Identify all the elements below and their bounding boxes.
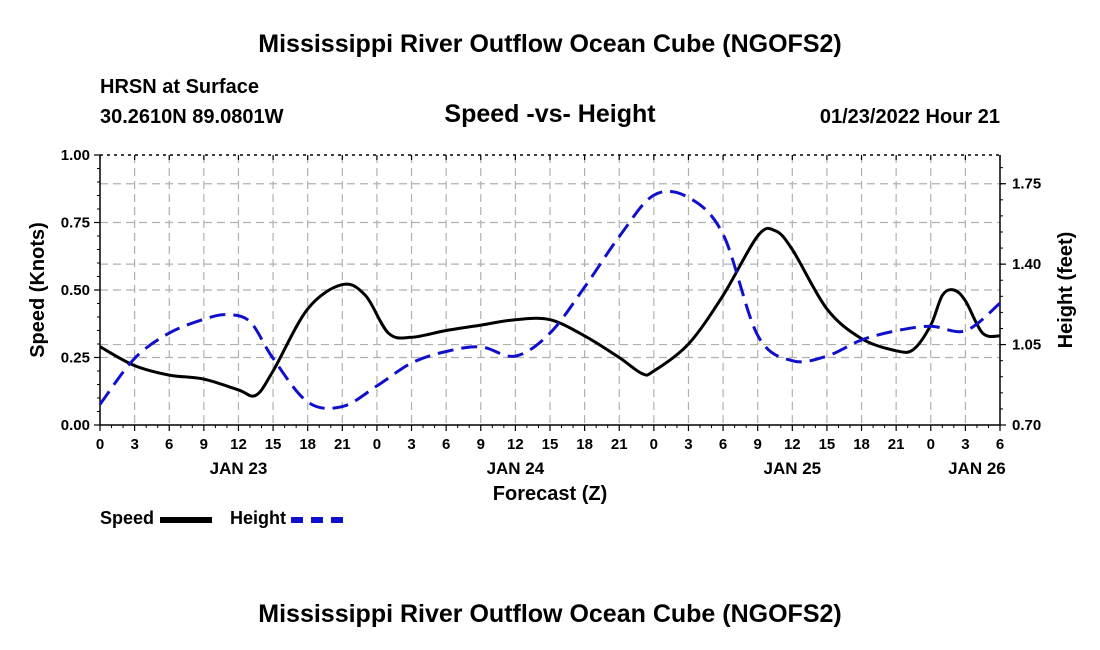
x-tick-label: 21 [334, 436, 351, 453]
x-tick-label: 18 [576, 436, 593, 453]
station-label: HRSN at Surface [100, 76, 259, 98]
x-tick-label: 0 [96, 436, 104, 453]
x-tick-label: 15 [819, 436, 836, 453]
datetime-label: 01/23/2022 Hour 21 [819, 106, 1000, 128]
day-label: JAN 25 [763, 459, 821, 478]
y-left-tick-label: 0.50 [61, 282, 90, 299]
y-left-tick-label: 0.75 [61, 215, 90, 232]
y-left-tick-label: 0.25 [61, 350, 90, 367]
chart-title: Mississippi River Outflow Ocean Cube (NG… [258, 30, 842, 58]
x-tick-label: 6 [996, 436, 1004, 453]
legend-height-label: Height [230, 508, 286, 528]
height-series-line [98, 189, 1001, 410]
x-tick-label: 0 [373, 436, 381, 453]
x-axis-title: Forecast (Z) [493, 483, 607, 505]
x-tick-label: 18 [853, 436, 870, 453]
x-tick-label: 12 [230, 436, 247, 453]
x-tick-label: 3 [130, 436, 138, 453]
x-tick-label: 6 [165, 436, 173, 453]
coordinates-label: 30.2610N 89.0801W [100, 106, 284, 128]
y-right-tick-label: 1.75 [1012, 176, 1041, 193]
x-tick-label: 15 [265, 436, 282, 453]
x-tick-label: 3 [684, 436, 692, 453]
x-tick-label: 9 [477, 436, 485, 453]
chart-canvas: 0 3 6 9 12 15 18 21 0 3 6 9 12 15 18 21 0 3 6 9 12 15 18 21 0 3 6 J… [27, 147, 1077, 505]
y-left-tick-label: 0.00 [61, 417, 90, 434]
x-tick-label: 12 [784, 436, 801, 453]
x-tick-label: 3 [961, 436, 969, 453]
y-right-tick-label: 1.40 [1012, 256, 1041, 273]
y-left-tick-label: 1.00 [61, 147, 90, 164]
footer-title: Mississippi River Outflow Ocean Cube (NG… [258, 600, 842, 628]
day-label: JAN 26 [948, 459, 1006, 478]
x-tick-label: 6 [719, 436, 727, 453]
x-tick-label: 6 [442, 436, 450, 453]
y-right-tick-label: 0.70 [1012, 417, 1041, 434]
y-left-axis-title: Speed (Knots) [27, 222, 49, 358]
y-right-axis-title: Height (feet) [1055, 232, 1077, 349]
x-tick-label: 3 [407, 436, 415, 453]
speed-series-line [99, 226, 1001, 398]
legend-speed-swatch [160, 517, 212, 523]
x-tick-label: 12 [507, 436, 524, 453]
x-tick-label: 0 [927, 436, 935, 453]
legend-height-swatch [291, 517, 343, 523]
chart-subtitle: Speed -vs- Height [444, 100, 656, 128]
x-tick-label: 0 [650, 436, 658, 453]
x-tick-label: 9 [200, 436, 208, 453]
y-right-tick-label: 1.05 [1012, 337, 1041, 354]
x-tick-label: 21 [611, 436, 628, 453]
legend-speed-label: Speed [100, 508, 155, 528]
x-tick-label: 15 [542, 436, 559, 453]
day-label: JAN 24 [487, 459, 545, 478]
x-tick-label: 9 [754, 436, 762, 453]
x-tick-label: 21 [888, 436, 905, 453]
day-label: JAN 23 [210, 459, 268, 478]
x-tick-label: 18 [299, 436, 316, 453]
